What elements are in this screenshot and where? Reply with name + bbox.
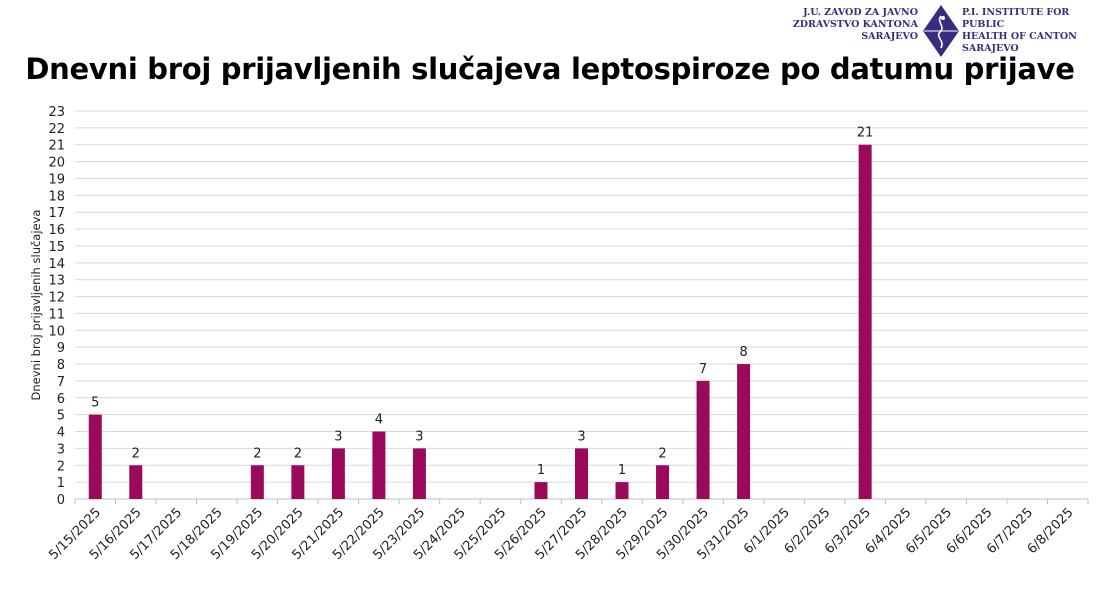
y-tick-label: 5 <box>57 409 65 424</box>
y-tick-label: 22 <box>48 122 65 137</box>
data-label: 3 <box>415 429 423 444</box>
logo-line: P.I. INSTITUTE FOR PUBLIC <box>962 7 1070 30</box>
bar <box>412 448 426 499</box>
y-tick-label: 9 <box>57 341 65 356</box>
y-tick-label: 17 <box>48 206 65 221</box>
y-tick-label: 13 <box>48 274 65 289</box>
data-label: 1 <box>618 463 626 478</box>
data-label: 2 <box>658 446 666 461</box>
y-tick-label: 16 <box>48 223 65 238</box>
y-tick-label: 19 <box>48 172 65 187</box>
bar <box>656 465 670 499</box>
y-tick-label: 11 <box>48 307 65 322</box>
logo-text-english: P.I. INSTITUTE FOR PUBLIC HEALTH OF CANT… <box>962 7 1100 55</box>
bar <box>696 380 710 499</box>
bar <box>88 414 102 499</box>
y-tick-label: 14 <box>48 257 65 272</box>
data-label: 4 <box>375 413 383 428</box>
y-tick-label: 4 <box>57 426 65 441</box>
data-label: 7 <box>699 362 707 377</box>
y-tick-label: 18 <box>48 189 65 204</box>
y-tick-label: 12 <box>48 291 65 306</box>
y-tick-label: 23 <box>48 105 65 120</box>
bar <box>250 465 264 499</box>
y-tick-label: 7 <box>57 375 65 390</box>
y-tick-label: 10 <box>48 324 65 339</box>
institute-logo-icon <box>923 5 959 57</box>
data-label: 2 <box>132 446 140 461</box>
y-tick-label: 20 <box>48 156 65 171</box>
bar <box>615 482 629 499</box>
bar <box>858 144 872 499</box>
bar <box>291 465 305 499</box>
bar <box>737 364 751 499</box>
data-label: 8 <box>739 345 747 360</box>
data-label: 21 <box>857 126 874 141</box>
data-label: 3 <box>577 429 585 444</box>
bar <box>331 448 345 499</box>
y-tick-label: 6 <box>57 392 65 407</box>
logo-line: J.U. ZAVOD ZA JAVNO <box>803 7 918 18</box>
logo-text-local: J.U. ZAVOD ZA JAVNO ZDRAVSTVO KANTONA SA… <box>790 7 918 43</box>
logo-line: ZDRAVSTVO KANTONA <box>792 19 918 30</box>
data-label: 3 <box>334 429 342 444</box>
y-tick-label: 3 <box>57 442 65 457</box>
y-tick-label: 15 <box>48 240 65 255</box>
bar <box>575 448 588 499</box>
y-tick-label: 1 <box>57 476 65 491</box>
logo-line: SARAJEVO <box>962 43 1019 54</box>
data-label: 5 <box>91 396 99 411</box>
chart-title: Dnevni broj prijavljenih slučajeva lepto… <box>25 52 1075 86</box>
y-tick-label: 8 <box>57 358 65 373</box>
y-tick-label: 21 <box>48 139 65 154</box>
y-tick-label: 0 <box>57 493 65 508</box>
data-label: 2 <box>253 446 261 461</box>
bar <box>129 465 143 499</box>
bar <box>534 482 548 499</box>
data-label: 1 <box>537 463 545 478</box>
logo-line: HEALTH OF CANTON <box>962 31 1077 42</box>
y-axis-label: Dnevni broj prijavljenih slučajeva <box>29 210 43 401</box>
logo-line: SARAJEVO <box>861 31 918 42</box>
data-label: 2 <box>294 446 302 461</box>
y-tick-label: 2 <box>57 459 65 474</box>
bar <box>372 431 386 499</box>
